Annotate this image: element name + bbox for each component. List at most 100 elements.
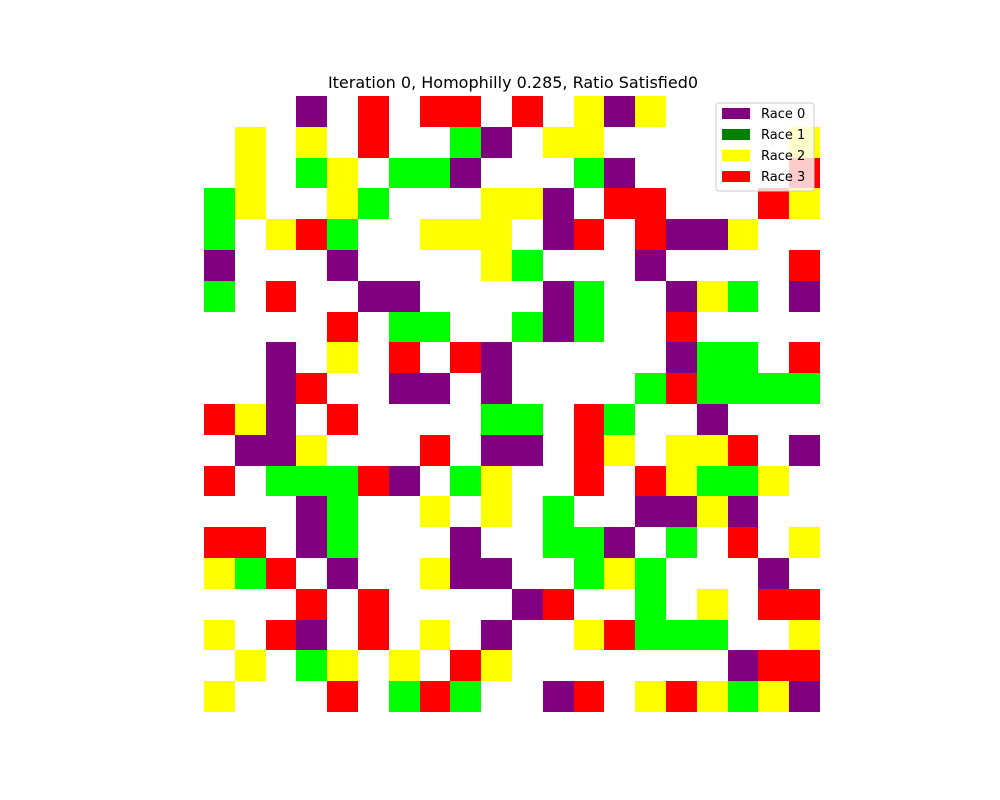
heatmap-cell [481,466,512,496]
heatmap-cell [296,589,327,620]
heatmap-cell [574,620,604,650]
heatmap-cell [389,281,420,312]
heatmap-cell [697,219,728,250]
heatmap-cell [604,158,635,188]
heatmap-cell [512,435,543,466]
heatmap-cell [450,466,481,496]
heatmap-cell [574,435,604,466]
heatmap-cell [635,558,666,589]
heatmap-cell [758,681,789,712]
heatmap-cell [728,466,758,496]
heatmap-cell [481,496,512,527]
heatmap-cell [697,589,728,620]
heatmap-cell [604,188,635,219]
legend-label: Race 0 [761,107,805,122]
heatmap-cell [697,620,728,650]
heatmap-cell [512,404,543,435]
heatmap-cell [327,496,358,527]
heatmap-cell [635,96,666,127]
heatmap-cell [789,527,820,558]
heatmap-cell [235,558,266,589]
heatmap-cell [789,589,820,620]
heatmap-cell [204,620,235,650]
heatmap-cell [327,219,358,250]
heatmap-cell [635,250,666,281]
heatmap-cell [420,312,450,342]
heatmap-cell [789,342,820,373]
heatmap-cell [420,158,450,188]
heatmap-cell [666,312,697,342]
heatmap-cell [481,127,512,158]
heatmap-cell [389,373,420,404]
heatmap-cell [358,281,389,312]
heatmap-cell [420,435,450,466]
heatmap-cell [635,496,666,527]
heatmap-cell [728,373,758,404]
heatmap-cell [481,188,512,219]
heatmap-cell [204,250,235,281]
legend-swatch [722,108,750,119]
heatmap-cell [204,466,235,496]
heatmap-cell [635,373,666,404]
heatmap-cell [789,250,820,281]
heatmap-cell [450,681,481,712]
heatmap-cell [327,188,358,219]
heatmap-cell [543,127,574,158]
heatmap-cell [296,496,327,527]
heatmap-cell [789,188,820,219]
legend: Race 0 Race 1 Race 2 Race 3 [715,102,815,192]
heatmap-cell [666,527,697,558]
heatmap-cell [789,435,820,466]
heatmap-cell [666,373,697,404]
heatmap-cell [450,342,481,373]
legend-label: Race 3 [761,170,805,185]
heatmap-cell [543,527,574,558]
legend-swatch [722,150,750,161]
heatmap-cell [327,466,358,496]
heatmap-cell [420,620,450,650]
heatmap-cell [758,650,789,681]
heatmap-cell [543,188,574,219]
heatmap-cell [450,650,481,681]
heatmap-cell [358,589,389,620]
heatmap-cell [543,496,574,527]
heatmap-cell [728,496,758,527]
heatmap-cell [235,158,266,188]
heatmap-cell [604,527,635,558]
heatmap-cell [327,404,358,435]
heatmap-cell [327,681,358,712]
heatmap-cell [512,188,543,219]
heatmap-cell [389,312,420,342]
heatmap-cell [327,342,358,373]
heatmap-cell [327,158,358,188]
heatmap-cell [758,589,789,620]
heatmap-cell [266,558,296,589]
legend-label: Race 2 [761,149,805,164]
heatmap-cell [296,466,327,496]
heatmap-cell [235,127,266,158]
heatmap-cell [450,158,481,188]
heatmap-cell [420,219,450,250]
heatmap-cell [697,435,728,466]
heatmap-cell [358,188,389,219]
heatmap-cell [235,527,266,558]
heatmap-cell [204,188,235,219]
heatmap-cell [543,312,574,342]
heatmap-cell [327,650,358,681]
heatmap-cell [574,127,604,158]
heatmap-cell [235,650,266,681]
heatmap-cell [266,435,296,466]
heatmap-cell [450,96,481,127]
heatmap-cell [204,219,235,250]
heatmap-cell [296,650,327,681]
heatmap-cell [389,650,420,681]
heatmap-cell [758,558,789,589]
heatmap-cell [358,466,389,496]
heatmap-cell [204,404,235,435]
heatmap-cell [481,404,512,435]
heatmap-cell [450,527,481,558]
heatmap-cell [758,373,789,404]
heatmap-cell [666,219,697,250]
heatmap-cell [574,281,604,312]
